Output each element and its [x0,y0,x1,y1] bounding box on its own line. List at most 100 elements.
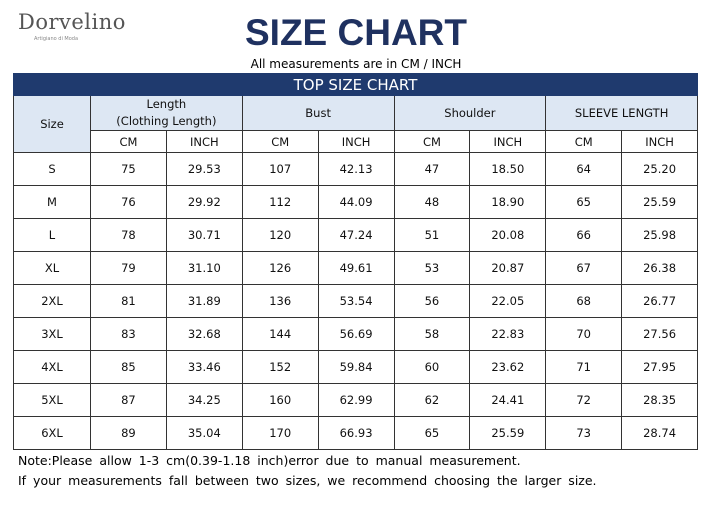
value-cell: 29.92 [165,185,243,219]
value-cell: 71 [545,350,623,384]
header-text: Bust [305,105,331,120]
value-cell: 26.38 [621,251,698,285]
value-cell: 59.84 [317,350,395,384]
title: SIZE CHART [245,12,467,53]
data-row: M 76 29.92 112 44.09 48 18.90 65 25.59 [13,185,698,219]
unit-cell: CM [241,130,319,153]
value-cell: 53.54 [317,284,395,318]
unit-cell: CM [545,130,623,153]
value-cell: 67 [545,251,623,285]
note: Note:Please allow 1-3 cm(0.39-1.18 inch)… [18,453,521,468]
value-cell: 35.04 [165,416,243,450]
value-cell: 18.50 [469,152,547,186]
size-cell: 4XL [13,350,91,384]
value-cell: 60 [393,350,471,384]
value-cell: 25.59 [469,416,547,450]
header-row: Size Length (Clothing Length) Bust Shoulder S… [13,95,698,153]
value-cell: 28.35 [621,383,698,417]
value-cell: 83 [90,317,167,351]
data-row: 2XL 81 31.89 136 53.54 56 22.05 68 26.77 [13,284,698,318]
value-cell: 62 [393,383,471,417]
value-cell: 33.46 [165,350,243,384]
value-cell: 30.71 [165,218,243,252]
value-cell: 76 [90,185,167,219]
title-row: TOP SIZE CHART [13,73,698,96]
size-cell: 6XL [13,416,91,450]
value-cell: 65 [545,185,623,219]
note: If your measurements fall between two si… [18,473,597,488]
value-cell: 20.08 [469,218,547,252]
value-cell: 65 [393,416,471,450]
value-cell: 120 [241,218,319,252]
value-cell: 26.77 [621,284,698,318]
value-cell: 29.53 [165,152,243,186]
subtitle: All measurements are in CM / INCH [250,57,462,71]
data-row: L 78 30.71 120 47.24 51 20.08 66 25.98 [13,218,698,252]
value-cell: 22.83 [469,317,547,351]
size-table: TOP SIZE CHART Size Length (Clothing Length… [13,73,698,450]
header-cell: Shoulder [393,95,547,131]
data-row: 4XL 85 33.46 152 59.84 60 23.62 71 27.95 [13,350,698,384]
header-cell: Bust [241,95,395,131]
value-cell: 72 [545,383,623,417]
value-cell: 56 [393,284,471,318]
size-cell: 3XL [13,317,91,351]
value-cell: 51 [393,218,471,252]
value-cell: 66 [545,218,623,252]
value-cell: 42.13 [317,152,395,186]
value-cell: 87 [90,383,167,417]
header-text: Length [146,97,187,111]
value-cell: 62.99 [317,383,395,417]
value-cell: 32.68 [165,317,243,351]
value-cell: 23.62 [469,350,547,384]
data-row: XL 79 31.10 126 49.61 53 20.87 67 26.38 [13,251,698,285]
value-cell: 136 [241,284,319,318]
header-text: Shoulder [444,105,496,120]
unit-cell: CM [90,130,167,153]
value-cell: 56.69 [317,317,395,351]
value-cell: 79 [90,251,167,285]
value-cell: 22.05 [469,284,547,318]
value-cell: 70 [545,317,623,351]
unit-cell: INCH [469,130,547,153]
value-cell: 78 [90,218,167,252]
value-cell: 126 [241,251,319,285]
size-cell: L [13,218,91,252]
value-cell: 152 [241,350,319,384]
data-row: 5XL 87 34.25 160 62.99 62 24.41 72 28.35 [13,383,698,417]
unit-row: CM INCH CM INCH CM INCH CM INCH [14,130,698,153]
value-cell: 34.25 [165,383,243,417]
header-cell: Size [13,95,91,153]
unit-cell: INCH [317,130,395,153]
value-cell: 47.24 [317,218,395,252]
header-text: (Clothing Length) [116,114,217,128]
size-cell: 5XL [13,383,91,417]
data-row: 6XL 89 35.04 170 66.93 65 25.59 73 28.74 [13,416,698,450]
unit-cell: CM [393,130,471,153]
value-cell: 48 [393,185,471,219]
header-cell: SLEEVE LENGTH [545,95,698,131]
value-cell: 31.89 [165,284,243,318]
value-cell: 31.10 [165,251,243,285]
size-cell: S [13,152,91,186]
value-cell: 24.41 [469,383,547,417]
data-row: S 75 29.53 107 42.13 47 18.50 64 25.20 [13,152,698,186]
value-cell: 81 [90,284,167,318]
logo-tagline: Artigiano di Moda [34,36,79,42]
value-cell: 27.95 [621,350,698,384]
value-cell: 107 [241,152,319,186]
value-cell: 20.87 [469,251,547,285]
value-cell: 18.90 [469,185,547,219]
value-cell: 53 [393,251,471,285]
value-cell: 68 [545,284,623,318]
value-cell: 112 [241,185,319,219]
value-cell: 170 [241,416,319,450]
value-cell: 25.20 [621,152,698,186]
value-cell: 58 [393,317,471,351]
value-cell: 85 [90,350,167,384]
unit-cell: INCH [621,130,698,153]
logo: Dorvelino [18,10,126,34]
value-cell: 44.09 [317,185,395,219]
value-cell: 73 [545,416,623,450]
